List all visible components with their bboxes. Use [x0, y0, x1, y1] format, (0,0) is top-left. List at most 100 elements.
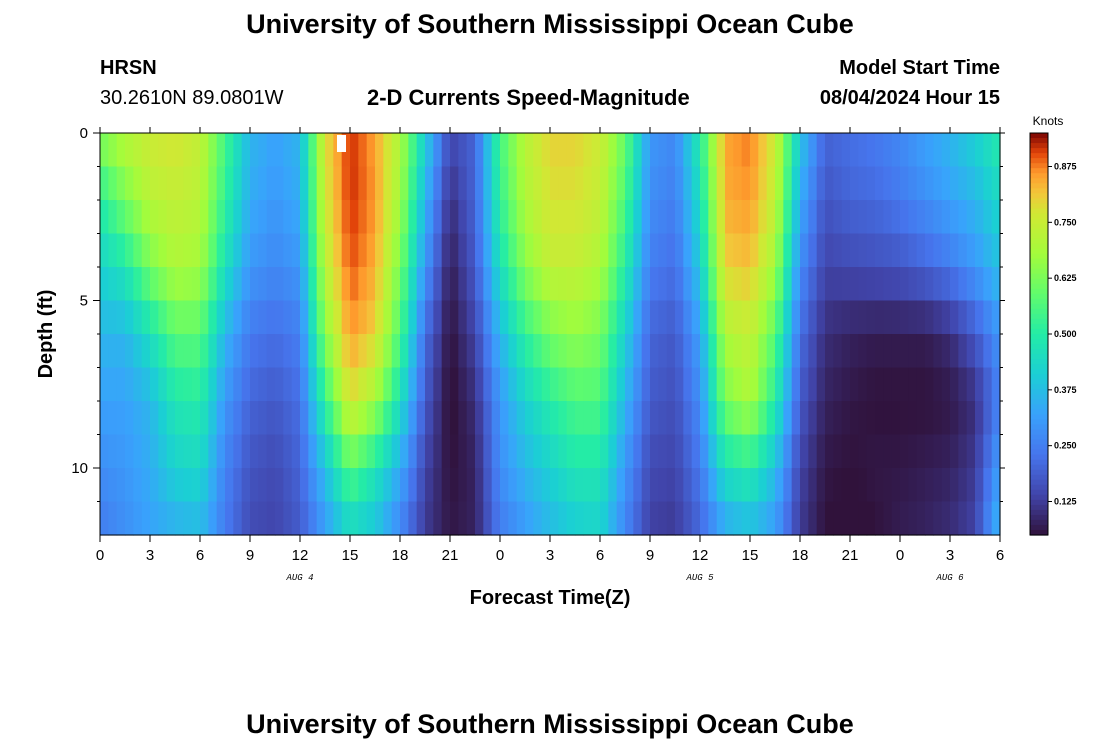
heatmap-cell — [691, 267, 701, 302]
heatmap-cell — [666, 300, 676, 335]
heatmap-cell — [625, 334, 634, 369]
colorbar-segment — [1030, 318, 1048, 325]
heatmap-cell — [200, 166, 209, 201]
heatmap-cell — [641, 468, 651, 503]
heatmap-cell — [383, 501, 393, 536]
heatmap-cell — [608, 501, 618, 536]
heatmap-cell — [375, 501, 384, 536]
heatmap-cell — [191, 133, 201, 168]
heatmap-cell — [683, 334, 693, 369]
heatmap-cell — [833, 300, 843, 335]
heatmap-cell — [925, 300, 934, 335]
heatmap-cell — [558, 468, 568, 503]
heatmap-cell — [758, 434, 768, 469]
heatmap-cell — [575, 401, 584, 436]
heatmap-cell — [150, 233, 159, 268]
heatmap-cell — [850, 267, 859, 302]
heatmap-cell — [733, 166, 743, 201]
heatmap-cell — [466, 133, 476, 168]
heatmap-cell — [491, 166, 501, 201]
heatmap-cell — [508, 233, 518, 268]
heatmap-cell — [500, 267, 509, 302]
heatmap-cell — [358, 166, 368, 201]
date-label: AUG 6 — [935, 573, 964, 583]
heatmap-cell — [958, 367, 968, 402]
heatmap-cell — [466, 501, 476, 536]
heatmap-cell — [883, 367, 893, 402]
heatmap-cell — [591, 133, 601, 168]
heatmap-cell — [991, 468, 1001, 503]
heatmap-cell — [625, 401, 634, 436]
colorbar-segment — [1030, 499, 1048, 506]
heatmap-cell — [675, 233, 684, 268]
heatmap-cell — [725, 233, 734, 268]
heatmap-cell — [358, 200, 368, 235]
heatmap-cell — [225, 133, 234, 168]
heatmap-cell — [991, 133, 1001, 168]
heatmap-cell — [891, 367, 901, 402]
heatmap-cell — [433, 434, 443, 469]
heatmap-cell — [841, 200, 851, 235]
x-tick-label: 18 — [392, 547, 409, 564]
heatmap-cell — [758, 334, 768, 369]
heatmap-cell — [425, 434, 434, 469]
heatmap-cell — [733, 334, 743, 369]
heatmap-cell — [708, 267, 718, 302]
date-label: AUG 5 — [685, 573, 714, 583]
heatmap-cell — [600, 300, 609, 335]
heatmap-cell — [258, 267, 268, 302]
heatmap-cell — [691, 334, 701, 369]
heatmap-cell — [875, 267, 884, 302]
heatmap-cell — [941, 233, 951, 268]
heatmap-cell — [516, 367, 526, 402]
heatmap-cell — [741, 334, 751, 369]
heatmap-cell — [766, 133, 776, 168]
heatmap-cell — [950, 501, 959, 536]
heatmap-cell — [408, 233, 418, 268]
heatmap-cell — [641, 300, 651, 335]
heatmap-cell — [325, 468, 334, 503]
heatmap-cell — [716, 367, 726, 402]
heatmap-cell — [300, 501, 309, 536]
heatmap-cell — [750, 334, 759, 369]
heatmap-cell — [750, 401, 759, 436]
heatmap-cell — [358, 233, 368, 268]
heatmap-cell — [266, 200, 276, 235]
heatmap-cell — [183, 133, 193, 168]
heatmap-cell — [400, 401, 409, 436]
heatmap-cell — [400, 501, 409, 536]
heatmap-cell — [841, 501, 851, 536]
heatmap-cell — [608, 200, 618, 235]
heatmap-cell — [275, 233, 284, 268]
heatmap-cell — [558, 166, 568, 201]
heatmap-cell — [958, 267, 968, 302]
heatmap-cell — [700, 468, 709, 503]
heatmap-cell — [358, 501, 368, 536]
heatmap-cell — [466, 200, 476, 235]
heatmap-cell — [283, 300, 293, 335]
heatmap-cell — [158, 166, 168, 201]
heatmap-cell — [166, 300, 176, 335]
heatmap-cell — [575, 200, 584, 235]
heatmap-cell — [366, 166, 376, 201]
heatmap-cell — [133, 166, 143, 201]
heatmap-cell — [216, 233, 226, 268]
heatmap-cell — [366, 334, 376, 369]
heatmap-cell — [966, 334, 976, 369]
heatmap-cell — [225, 200, 234, 235]
heatmap-cell — [608, 233, 618, 268]
heatmap-cell — [975, 468, 984, 503]
heatmap-cell — [333, 200, 343, 235]
heatmap-cell — [708, 166, 718, 201]
heatmap-cell — [100, 468, 109, 503]
heatmap-cell — [950, 133, 959, 168]
heatmap-cell — [925, 434, 934, 469]
heatmap-cell — [816, 334, 826, 369]
heatmap-cell — [783, 434, 793, 469]
heatmap-cell — [916, 367, 926, 402]
colorbar-segment — [1030, 494, 1048, 501]
heatmap-cell — [391, 401, 401, 436]
heatmap-cell — [116, 334, 126, 369]
heatmap-cell — [341, 166, 351, 201]
heatmap-cell — [733, 267, 743, 302]
